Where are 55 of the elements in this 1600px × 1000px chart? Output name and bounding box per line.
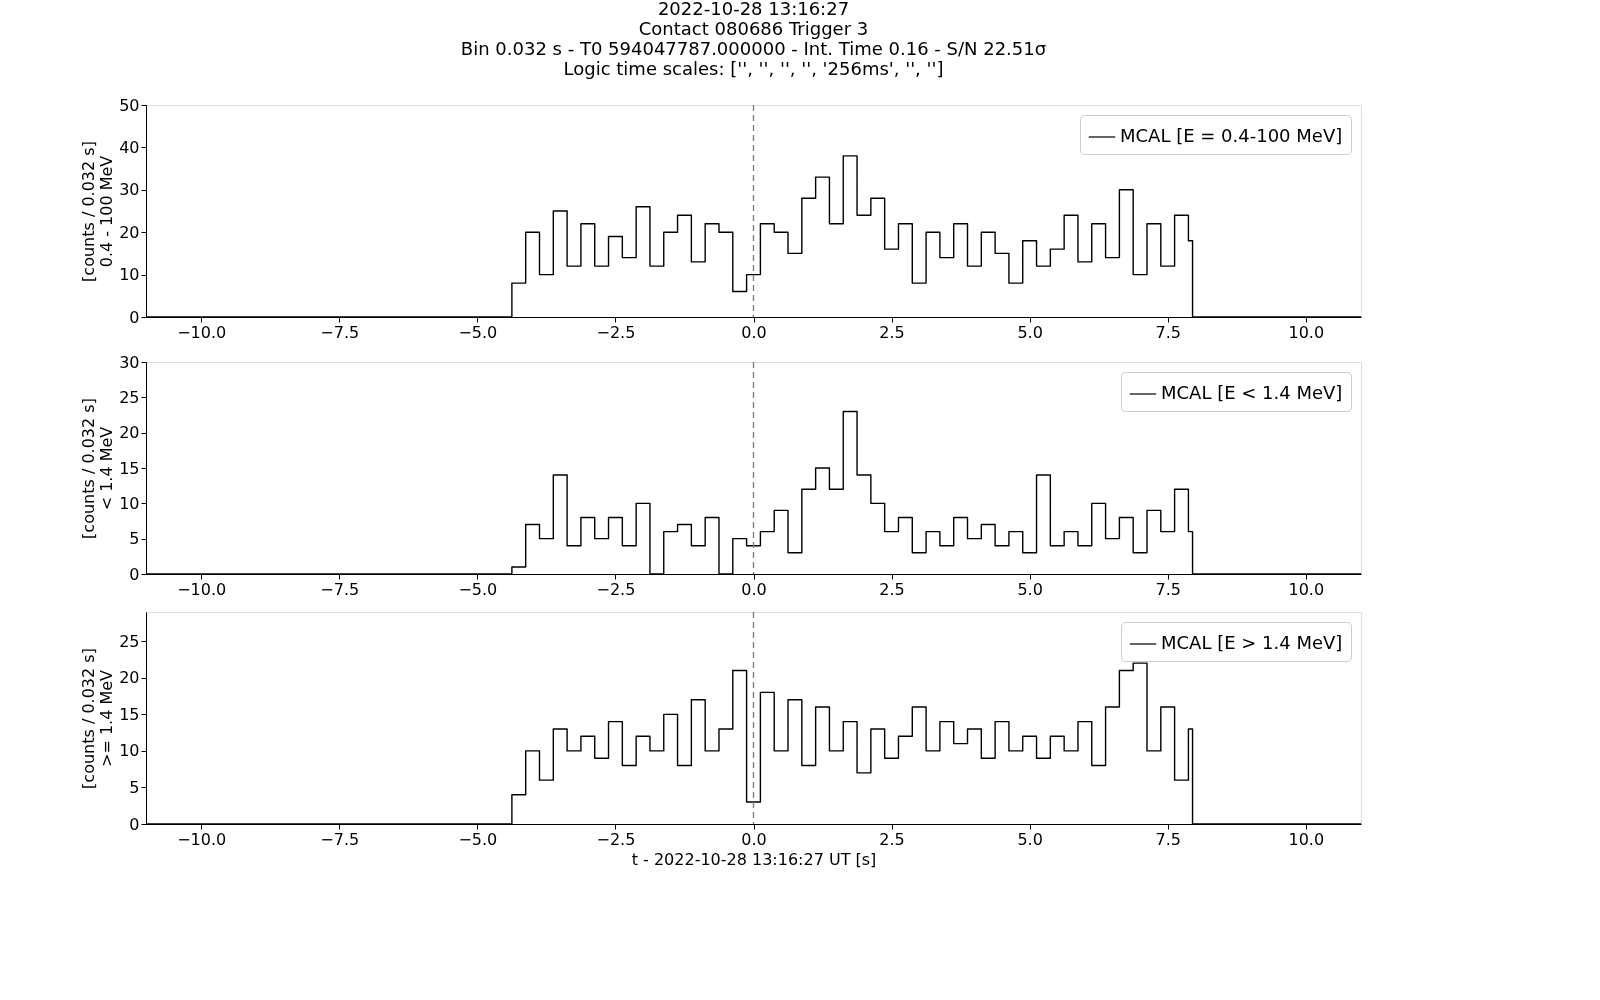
x-tick-label: −7.5 [320, 829, 360, 849]
x-tick-label: −5.0 [458, 322, 498, 342]
x-tick-label: −7.5 [320, 322, 360, 342]
x-tick-label: 10.0 [1288, 579, 1325, 599]
y-tick-label: 20 [119, 222, 140, 242]
legend-label: MCAL [E = 0.4-100 MeV] [1120, 125, 1343, 146]
x-tick-label: −10.0 [177, 579, 227, 599]
x-tick-label: −2.5 [596, 829, 636, 849]
y-tick-label: 5 [129, 529, 140, 549]
legend-label: MCAL [E > 1.4 MeV] [1161, 632, 1343, 653]
y-tick-label: 50 [119, 95, 140, 115]
y-tick-label: 25 [119, 387, 140, 407]
x-tick-label: 2.5 [879, 579, 905, 599]
x-axis-title: t - 2022-10-28 13:16:27 UT [s] [631, 849, 877, 869]
x-tick-label: 10.0 [1288, 322, 1325, 342]
x-tick-label: 0.0 [741, 322, 767, 342]
x-tick-label: 2.5 [879, 322, 905, 342]
y-axis-title: [counts / 0.032 s] 0.4 - 100 MeV [79, 141, 117, 282]
chart-subtitle: Contact 080686 Trigger 3 Bin 0.032 s - T0 594047787.000000 - Int. Time 0.16 - S/N 22.51σ Logic time scales: ['', '', '', '', '256ms', '', ''] [460, 18, 1047, 79]
x-tick-label: −2.5 [596, 579, 636, 599]
y-tick-label: 10 [119, 741, 140, 761]
x-tick-label: 5.0 [1017, 579, 1043, 599]
y-tick-label: 5 [129, 777, 140, 797]
chart-title: 2022-10-28 13:16:27 [657, 0, 850, 19]
x-tick-label: 7.5 [1155, 579, 1181, 599]
y-tick-label: 30 [119, 180, 140, 200]
x-tick-label: 0.0 [741, 829, 767, 849]
y-tick-label: 0 [129, 564, 140, 584]
x-tick-label: −10.0 [177, 322, 227, 342]
y-tick-label: 10 [119, 265, 140, 285]
x-tick-label: 0.0 [741, 579, 767, 599]
y-axis-title: [counts / 0.032 s] < 1.4 MeV [79, 398, 117, 539]
y-tick-label: 0 [129, 814, 140, 834]
y-axis-title: [counts / 0.032 s] >= 1.4 MeV [79, 648, 117, 789]
x-tick-label: 5.0 [1017, 829, 1043, 849]
x-tick-label: 7.5 [1155, 322, 1181, 342]
x-tick-label: 7.5 [1155, 829, 1181, 849]
y-tick-label: 20 [119, 423, 140, 443]
y-tick-label: 0 [129, 307, 140, 327]
legend-label: MCAL [E < 1.4 MeV] [1161, 382, 1343, 403]
y-tick-label: 25 [119, 631, 140, 651]
y-tick-label: 20 [119, 668, 140, 688]
x-tick-label: −5.0 [458, 829, 498, 849]
y-tick-label: 40 [119, 137, 140, 157]
x-tick-label: −2.5 [596, 322, 636, 342]
x-tick-label: −10.0 [177, 829, 227, 849]
x-tick-label: 5.0 [1017, 322, 1043, 342]
x-tick-label: 10.0 [1288, 829, 1325, 849]
x-tick-label: 2.5 [879, 829, 905, 849]
y-tick-label: 15 [119, 704, 140, 724]
y-tick-label: 30 [119, 352, 140, 372]
y-tick-label: 15 [119, 458, 140, 478]
x-tick-label: −5.0 [458, 579, 498, 599]
x-tick-label: −7.5 [320, 579, 360, 599]
y-tick-label: 10 [119, 493, 140, 513]
